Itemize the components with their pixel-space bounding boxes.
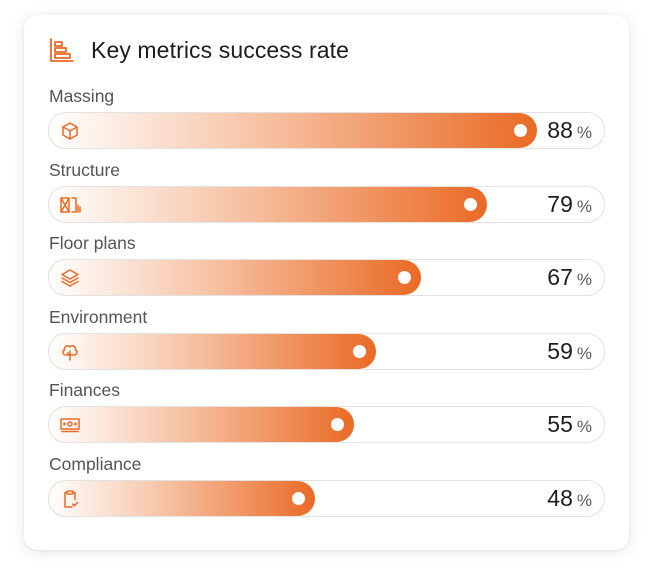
metric-label: Structure [49,159,120,180]
metric-value: 67% [547,264,592,290]
metrics-card: Key metrics success rate Massing 88% Str… [24,15,629,550]
progress-fill [49,407,355,442]
progress-fill [49,333,377,369]
layers-icon [59,267,81,289]
progress-knob [397,271,411,284]
progress-fill [49,480,316,516]
progress-track: 59% [48,332,605,370]
metric-value: 79% [547,190,592,217]
progress-track: 55% [48,406,605,443]
metric-label: Floor plans [49,233,136,253]
cube-icon [59,120,81,142]
progress-track: 48% [48,479,605,517]
metric-label: Finances [49,380,121,400]
metric-label: Compliance [49,453,142,474]
progress-track: 88% [48,112,605,149]
card-title: Key metrics success rate [91,36,350,63]
progress-fill [49,186,488,222]
progress-knob [514,124,528,137]
progress-track: 67% [48,259,605,296]
clipboard-check-icon [59,488,81,510]
metric-value: 48% [547,484,592,511]
progress-track: 79% [48,185,605,223]
metric-label: Environment [49,306,148,327]
bar-chart-icon [49,37,75,63]
progress-fill [49,113,538,148]
metric-label: Massing [49,86,115,106]
progress-knob [464,197,478,211]
metric-value: 88% [547,117,592,143]
metric-value: 59% [547,337,592,364]
tree-icon [59,341,81,363]
money-icon [59,414,81,436]
structure-icon [59,194,81,216]
progress-knob [331,418,345,431]
card-header: Key metrics success rate [49,35,349,65]
progress-knob [292,491,306,505]
metric-value: 55% [547,411,592,437]
progress-knob [353,344,367,358]
progress-fill [49,260,421,295]
